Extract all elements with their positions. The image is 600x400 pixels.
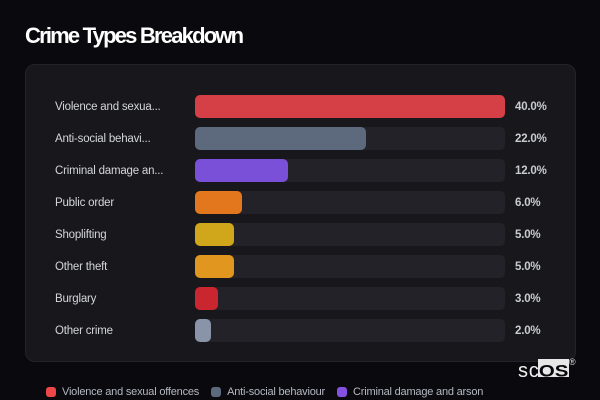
svg-text:OS: OS [539,361,569,377]
